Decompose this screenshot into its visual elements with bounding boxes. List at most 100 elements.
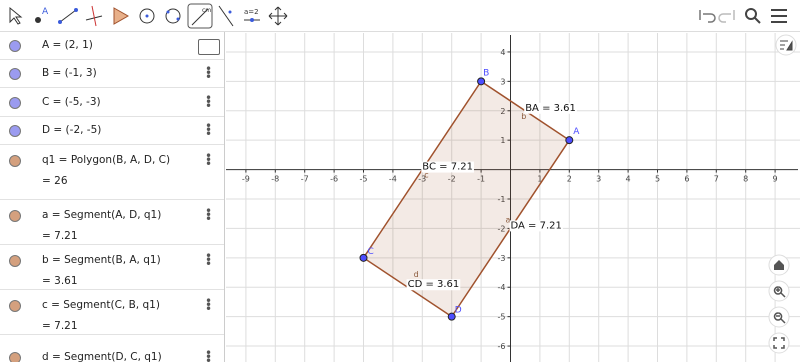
point-label: D <box>455 306 462 316</box>
more-menu[interactable]: • • • <box>205 149 213 171</box>
visibility-toggle[interactable] <box>9 351 21 362</box>
more-menu[interactable]: • • • <box>205 294 213 316</box>
home-button[interactable] <box>768 254 790 276</box>
algebra-row[interactable]: d = Segment(D, C, q1) • • • <box>0 335 224 362</box>
label-background <box>406 279 461 291</box>
visibility-toggle[interactable] <box>9 155 21 167</box>
definition: b = Segment(B, A, q1) <box>42 254 161 266</box>
segment-label: CD = 3.61 <box>408 279 460 290</box>
algebra-row[interactable]: C = (-5, -3) • • • <box>0 88 224 117</box>
x-tick-label: -4 <box>389 175 397 184</box>
definition: q1 = Polygon(B, A, D, C) <box>42 154 171 166</box>
more-menu[interactable]: • • • <box>205 90 213 113</box>
more-menu[interactable]: • • • <box>205 62 213 84</box>
polygon <box>362 80 571 318</box>
algebra-row[interactable]: c = Segment(C, B, q1) = 7.21 • • • <box>0 290 224 335</box>
x-tick-label: 1 <box>537 175 542 184</box>
algebra-row[interactable]: A = (2, 1) <box>0 32 224 60</box>
tool-point[interactable]: A <box>35 7 49 23</box>
visibility-toggle[interactable] <box>9 40 21 52</box>
visibility-toggle[interactable] <box>9 255 21 267</box>
x-tick-label: -6 <box>330 175 338 184</box>
search-button[interactable] <box>745 8 761 24</box>
point-label: B <box>483 68 489 78</box>
x-tick-label: 2 <box>567 175 572 184</box>
segment-name: d <box>414 270 419 279</box>
point[interactable] <box>447 312 456 321</box>
tool-polygon[interactable] <box>113 7 130 25</box>
icon <box>773 286 786 298</box>
visibility-toggle[interactable] <box>9 210 21 222</box>
tool-perpendicular[interactable] <box>85 5 103 27</box>
algebra-row[interactable]: b = Segment(B, A, q1) = 3.61 • • • <box>0 245 224 290</box>
algebra-row[interactable]: B = (-1, 3) • • • <box>0 60 224 88</box>
segment-label: BC = 7.21 <box>422 162 473 173</box>
x-tick-label: -9 <box>242 175 250 184</box>
x-tick-label: -8 <box>271 175 279 184</box>
y-tick-label: -5 <box>498 313 506 322</box>
tool-text: cm <box>202 7 211 14</box>
menu-button[interactable] <box>771 9 787 23</box>
algebra-row[interactable]: a = Segment(A, D, q1) = 7.21 • • • <box>0 200 224 245</box>
visibility-toggle[interactable] <box>9 68 21 80</box>
tool-reflect[interactable] <box>218 5 234 27</box>
tool-move-view[interactable] <box>268 6 288 26</box>
value: = 7.21 <box>42 320 78 332</box>
point-label: C <box>368 247 374 257</box>
tool-circle[interactable] <box>139 8 155 24</box>
visibility-toggle[interactable] <box>9 125 21 137</box>
tool-circle-3pt[interactable] <box>165 8 181 24</box>
y-tick-label: -4 <box>498 283 506 292</box>
y-tick-label: 1 <box>500 136 505 145</box>
y-tick-label: 3 <box>500 77 505 86</box>
redo-button[interactable] <box>718 10 735 23</box>
y-tick-label: 2 <box>500 107 505 116</box>
fullscreen[interactable] <box>768 332 790 354</box>
tool-slider[interactable]: a=2 <box>244 8 260 22</box>
more-menu[interactable]: • • • <box>205 345 213 362</box>
toolbar: A cm a=2 <box>0 3 800 32</box>
segment-name: b <box>521 112 526 121</box>
x-tick-label: -1 <box>477 175 485 184</box>
zoom-out[interactable] <box>768 306 790 328</box>
point[interactable] <box>565 136 574 145</box>
y-tick-label: -6 <box>498 342 506 351</box>
y-tick-label: 4 <box>500 48 505 57</box>
icon <box>780 40 793 51</box>
label-background <box>421 161 474 173</box>
icon <box>773 312 786 324</box>
x-tick-label: 6 <box>684 175 689 184</box>
button-bg <box>768 332 790 354</box>
x-tick-label: 3 <box>596 175 601 184</box>
more-menu[interactable]: • • • <box>205 204 213 226</box>
button-bg <box>768 280 790 302</box>
point[interactable] <box>477 77 486 86</box>
value: = 3.61 <box>42 275 78 287</box>
definition: C = (-5, -3) <box>42 95 101 108</box>
more-menu[interactable]: • • • <box>205 119 213 141</box>
x-tick-label: -3 <box>418 175 426 184</box>
y-tick-label: -2 <box>498 224 506 233</box>
visibility-toggle[interactable] <box>9 96 21 109</box>
zoom-in[interactable] <box>768 280 790 302</box>
tool-distance[interactable]: cm <box>187 3 213 29</box>
algebra-row[interactable]: D = (-2, -5) • • • <box>0 117 224 145</box>
algebra-row[interactable]: q1 = Polygon(B, A, D, C) = 26 • • • <box>0 145 224 200</box>
point[interactable] <box>359 253 368 262</box>
button-bg <box>768 254 790 276</box>
button-bg <box>775 34 797 56</box>
point-label: A <box>573 127 580 137</box>
algebra-options[interactable] <box>198 39 220 55</box>
visibility-toggle[interactable] <box>9 300 21 312</box>
tool-move[interactable] <box>9 6 23 25</box>
segment-label: DA = 7.21 <box>511 220 562 231</box>
undo-button[interactable] <box>699 10 716 23</box>
tool-segment[interactable] <box>58 8 78 24</box>
graphics-style[interactable] <box>775 34 797 56</box>
more-menu[interactable]: • • • <box>205 249 213 271</box>
label-background <box>524 102 577 114</box>
value: = 26 <box>42 175 68 187</box>
x-tick-label: -7 <box>301 175 309 184</box>
x-tick-label: 8 <box>743 175 748 184</box>
